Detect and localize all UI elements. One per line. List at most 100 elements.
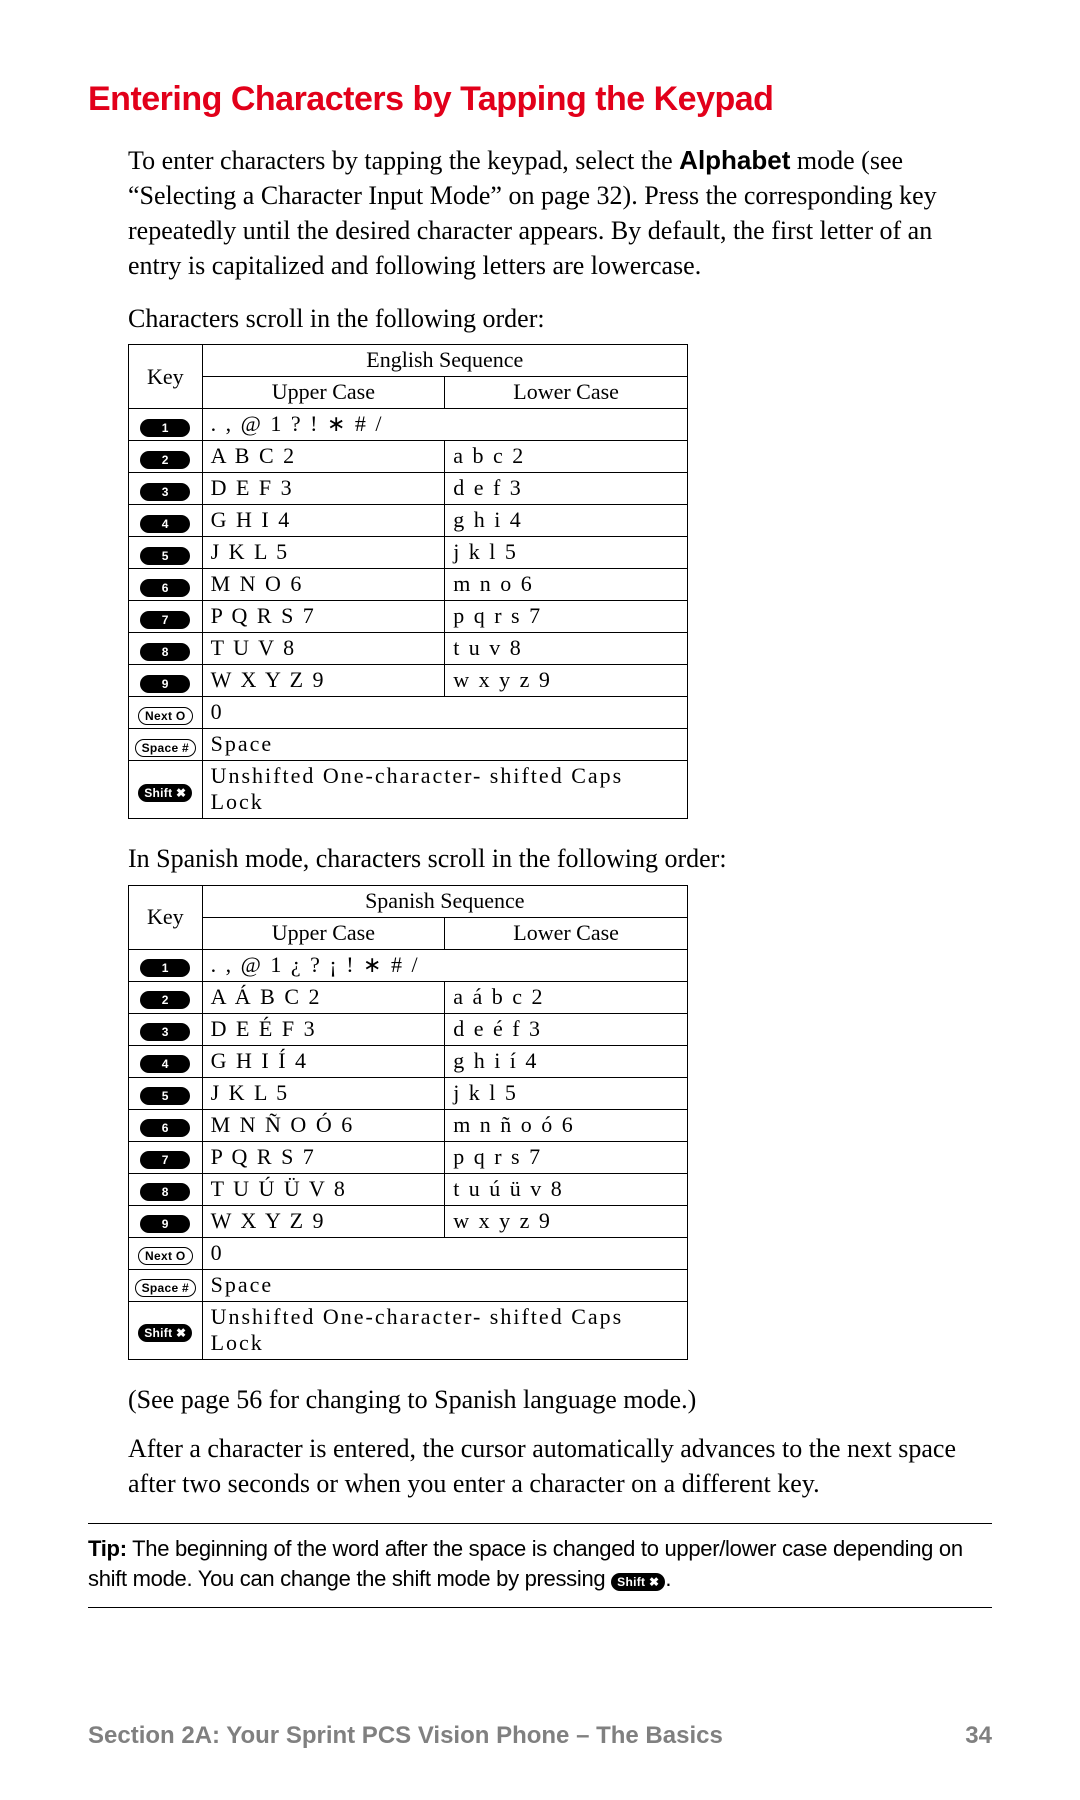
- col-key: Key: [129, 885, 203, 949]
- table-row: 7P Q R S 7p q r s 7: [129, 601, 688, 633]
- keypad-key-icon: Space #: [135, 739, 196, 757]
- keypad-key-icon: 6: [140, 1119, 190, 1137]
- english-sequence-table: KeyEnglish SequenceUpper CaseLower Case1…: [128, 344, 688, 819]
- upper-cell: T U V 8: [202, 633, 445, 665]
- sequence-cell: Space: [202, 729, 687, 761]
- lower-cell: t u ú ü v 8: [445, 1173, 688, 1205]
- page-footer: Section 2A: Your Sprint PCS Vision Phone…: [88, 1722, 992, 1750]
- upper-cell: M N Ñ O Ó 6: [202, 1109, 445, 1141]
- key-cell: Space #: [129, 1269, 203, 1301]
- tip-text-a: The beginning of the word after the spac…: [88, 1536, 963, 1591]
- key-cell: 5: [129, 537, 203, 569]
- upper-cell: J K L 5: [202, 537, 445, 569]
- table-row: 8T U V 8t u v 8: [129, 633, 688, 665]
- body-content: To enter characters by tapping the keypa…: [128, 143, 982, 1501]
- lower-cell: w x y z 9: [445, 665, 688, 697]
- keypad-key-icon: 7: [140, 611, 190, 629]
- key-cell: 9: [129, 665, 203, 697]
- key-cell: Next O: [129, 1237, 203, 1269]
- cursor-advance-paragraph: After a character is entered, the cursor…: [128, 1431, 982, 1501]
- col-key: Key: [129, 345, 203, 409]
- key-cell: 1: [129, 409, 203, 441]
- keypad-key-icon: 9: [140, 675, 190, 693]
- table-row: 3 D E É F 3d e é f 3: [129, 1013, 688, 1045]
- table-row: Shift ✖Unshifted One-character- shifted …: [129, 761, 688, 819]
- sequence-cell: . , @ 1 ¿ ? ¡ ! ∗ # /: [202, 949, 687, 981]
- lower-cell: t u v 8: [445, 633, 688, 665]
- table-row: 1 . , @ 1 ? ! ∗ # /: [129, 409, 688, 441]
- upper-cell: M N O 6: [202, 569, 445, 601]
- table-row: 9W X Y Z 9w x y z 9: [129, 665, 688, 697]
- footer-page-number: 34: [965, 1722, 992, 1750]
- upper-cell: P Q R S 7: [202, 1141, 445, 1173]
- sequence-cell: 0: [202, 1237, 687, 1269]
- lower-cell: a b c 2: [445, 441, 688, 473]
- key-cell: 7: [129, 601, 203, 633]
- upper-cell: G H I 4: [202, 505, 445, 537]
- lower-cell: j k l 5: [445, 537, 688, 569]
- keypad-key-icon: 3: [140, 483, 190, 501]
- upper-cell: P Q R S 7: [202, 601, 445, 633]
- sequence-cell: . , @ 1 ? ! ∗ # /: [202, 409, 687, 441]
- table-row: 2A B C 2a b c 2: [129, 441, 688, 473]
- see-page-note: (See page 56 for changing to Spanish lan…: [128, 1382, 982, 1417]
- keypad-key-icon: 9: [140, 1215, 190, 1233]
- key-cell: 8: [129, 1173, 203, 1205]
- table-row: 3 D E F 3d e f 3: [129, 473, 688, 505]
- keypad-key-icon: Next O: [138, 1247, 192, 1265]
- page-title: Entering Characters by Tapping the Keypa…: [88, 80, 992, 119]
- lower-cell: g h i 4: [445, 505, 688, 537]
- key-cell: Next O: [129, 697, 203, 729]
- keypad-key-icon: 6: [140, 579, 190, 597]
- key-cell: 4: [129, 505, 203, 537]
- keypad-key-icon: 4: [140, 515, 190, 533]
- english-scroll-label: Characters scroll in the following order…: [128, 301, 982, 336]
- lower-cell: a á b c 2: [445, 981, 688, 1013]
- table-row: Space # Space: [129, 729, 688, 761]
- alphabet-mode-label: Alphabet: [679, 145, 790, 175]
- lower-cell: d e f 3: [445, 473, 688, 505]
- keypad-key-icon: 5: [140, 547, 190, 565]
- tip-block: Tip: The beginning of the word after the…: [88, 1523, 992, 1608]
- keypad-key-icon: 1: [140, 419, 190, 437]
- key-cell: 9: [129, 1205, 203, 1237]
- shift-key-icon: Shift ✖: [611, 1573, 665, 1591]
- lower-cell: w x y z 9: [445, 1205, 688, 1237]
- table-row: 9W X Y Z 9w x y z 9: [129, 1205, 688, 1237]
- col-upper: Upper Case: [202, 377, 445, 409]
- col-upper: Upper Case: [202, 917, 445, 949]
- key-cell: 6: [129, 1109, 203, 1141]
- sequence-cell: Space: [202, 1269, 687, 1301]
- key-cell: Space #: [129, 729, 203, 761]
- lower-cell: d e é f 3: [445, 1013, 688, 1045]
- table-row: 2A Á B C 2a á b c 2: [129, 981, 688, 1013]
- lower-cell: g h i í 4: [445, 1045, 688, 1077]
- table-row: Next O 0: [129, 1237, 688, 1269]
- intro-text-a: To enter characters by tapping the keypa…: [128, 146, 679, 175]
- keypad-key-icon: 7: [140, 1151, 190, 1169]
- keypad-key-icon: 3: [140, 1023, 190, 1041]
- keypad-key-icon: Space #: [135, 1279, 196, 1297]
- upper-cell: A Á B C 2: [202, 981, 445, 1013]
- keypad-key-icon: 4: [140, 1055, 190, 1073]
- keypad-key-icon: 8: [140, 1183, 190, 1201]
- keypad-key-icon: Next O: [138, 707, 192, 725]
- table-row: 4 G H I 4g h i 4: [129, 505, 688, 537]
- upper-cell: D E É F 3: [202, 1013, 445, 1045]
- spanish-sequence-table: KeySpanish SequenceUpper CaseLower Case1…: [128, 885, 688, 1360]
- spanish-scroll-label: In Spanish mode, characters scroll in th…: [128, 841, 982, 876]
- upper-cell: J K L 5: [202, 1077, 445, 1109]
- key-cell: 2: [129, 441, 203, 473]
- keypad-key-icon: 1: [140, 959, 190, 977]
- key-cell: 6: [129, 569, 203, 601]
- key-cell: 8: [129, 633, 203, 665]
- tip-text-b: .: [665, 1566, 671, 1591]
- table-row: Space # Space: [129, 1269, 688, 1301]
- table-row: 5 J K L 5j k l 5: [129, 537, 688, 569]
- key-cell: 7: [129, 1141, 203, 1173]
- keypad-key-icon: Shift ✖: [138, 784, 192, 802]
- keypad-key-icon: 2: [140, 451, 190, 469]
- upper-cell: D E F 3: [202, 473, 445, 505]
- key-cell: 3: [129, 473, 203, 505]
- intro-paragraph: To enter characters by tapping the keypa…: [128, 143, 982, 283]
